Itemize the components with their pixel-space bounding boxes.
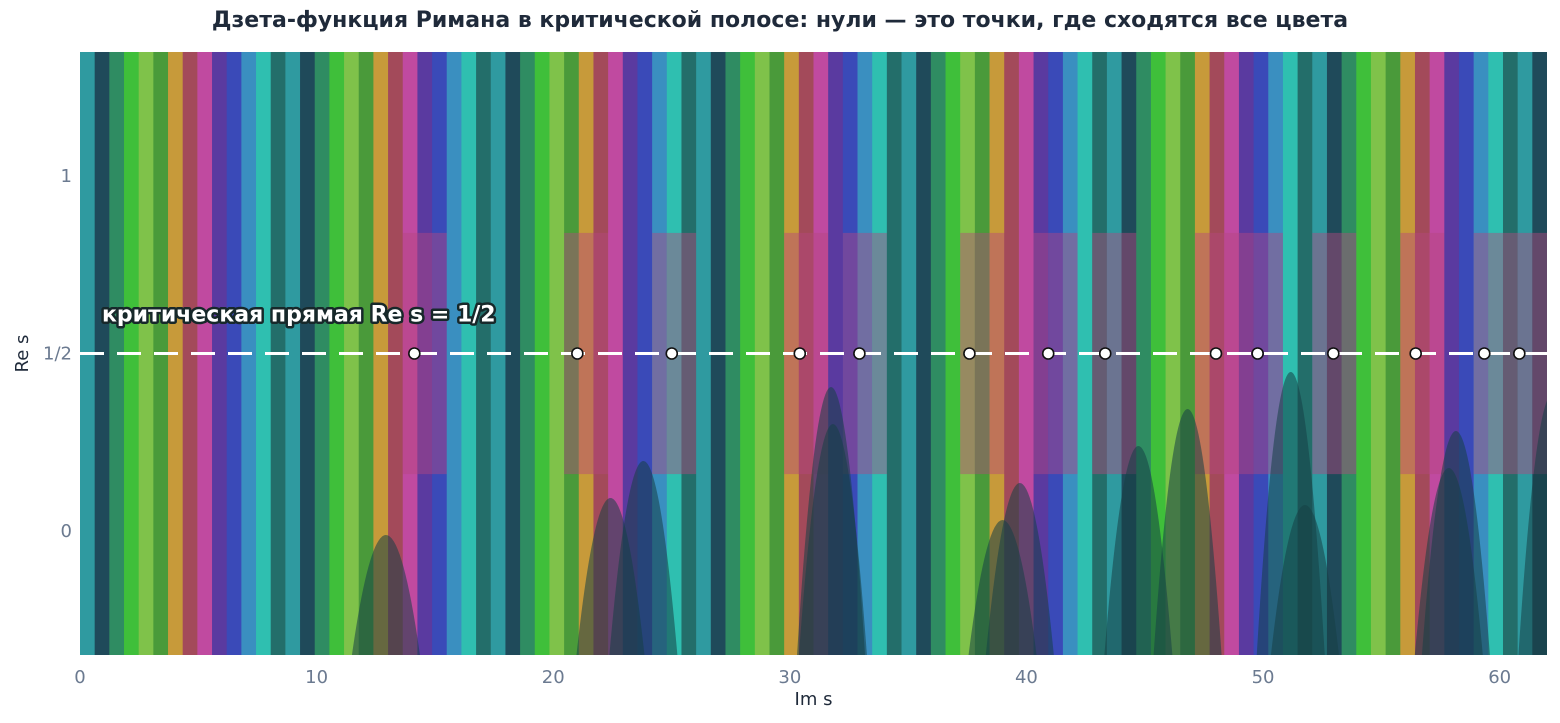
phase-stripe — [989, 52, 1005, 655]
phase-hill — [1153, 409, 1222, 655]
zero-marker — [963, 347, 976, 360]
phase-stripe — [1547, 52, 1560, 655]
plot-area — [80, 52, 1560, 655]
phase-lobe — [652, 232, 668, 475]
phase-stripe — [182, 52, 198, 655]
phase-stripe — [1400, 52, 1416, 655]
phase-lobe — [432, 232, 448, 475]
y-tick-label: 1/2 — [43, 344, 72, 365]
phase-field — [80, 52, 1560, 655]
phase-stripe — [432, 52, 448, 655]
phase-hill — [351, 535, 420, 655]
phase-lobe — [1106, 232, 1123, 475]
phase-hill — [797, 387, 866, 655]
x-axis-label: Im s — [795, 689, 833, 710]
phase-hill — [609, 461, 678, 655]
zero-marker — [408, 347, 421, 360]
x-tick-label: 50 — [1252, 667, 1275, 688]
zero-marker — [1251, 347, 1264, 360]
zero-marker — [1477, 347, 1491, 360]
phase-stripe — [329, 52, 345, 655]
phase-stripe — [578, 52, 595, 655]
y-ticks: 0 1/2 1 — [43, 166, 72, 542]
critical-line-label: критическая прямая Re s = 1/2 — [102, 303, 496, 328]
phase-lobe — [1429, 232, 1445, 475]
x-tick-label: 20 — [542, 667, 565, 688]
zero-marker — [1098, 347, 1112, 360]
x-tick-label: 0 — [74, 667, 85, 688]
x-tick-label: 30 — [778, 667, 801, 688]
zero-marker — [1041, 347, 1055, 360]
y-tick-label: 1 — [61, 166, 72, 187]
phase-stripe — [138, 52, 154, 655]
zero-marker — [1513, 347, 1526, 360]
phase-stripe — [725, 52, 741, 655]
phase-stripe — [212, 52, 228, 655]
zero-marker — [1209, 347, 1223, 360]
zero-marker — [1409, 347, 1422, 360]
phase-stripe — [1502, 52, 1519, 655]
phase-stripe — [505, 52, 521, 655]
phase-lobe — [578, 232, 595, 475]
phase-hill — [1270, 505, 1339, 655]
phase-lobe — [1033, 232, 1049, 475]
y-tick-label: 0 — [61, 521, 72, 542]
phase-stripe — [916, 52, 932, 655]
phase-stripe — [358, 52, 374, 655]
phase-stripe — [696, 52, 712, 655]
phase-stripe — [1106, 52, 1123, 655]
x-tick-label: 10 — [305, 667, 328, 688]
chart-title: Дзета-функция Римана в критической полос… — [211, 8, 1349, 33]
zero-markers — [408, 347, 1526, 360]
phase-lobe — [1502, 232, 1519, 475]
phase-stripe — [285, 52, 301, 655]
phase-stripe — [476, 52, 492, 655]
phase-stripe — [1062, 52, 1079, 655]
phase-lobe — [989, 232, 1005, 475]
zero-marker — [1327, 347, 1340, 360]
phase-stripe — [1033, 52, 1049, 655]
x-ticks: 0 10 20 30 40 50 60 — [74, 667, 1511, 688]
phase-stripe — [549, 52, 565, 655]
phase-stripe — [1356, 52, 1372, 655]
phase-hill — [1104, 446, 1173, 655]
phase-lobe — [1400, 232, 1416, 475]
y-axis-label: Re s — [12, 335, 33, 373]
x-tick-label: 60 — [1488, 667, 1511, 688]
phase-lobe — [1062, 232, 1079, 475]
phase-lobe — [842, 232, 859, 475]
phase-stripe — [769, 52, 785, 655]
zero-marker — [853, 347, 866, 360]
phase-hill — [1421, 431, 1490, 655]
zero-marker — [665, 347, 679, 360]
zero-marker — [571, 347, 584, 360]
phase-hill — [985, 483, 1054, 655]
phase-stripe — [109, 52, 125, 655]
x-tick-label: 40 — [1015, 667, 1038, 688]
zero-marker — [793, 347, 807, 360]
phase-hill — [1518, 401, 1547, 655]
phase-stripe — [256, 52, 272, 655]
